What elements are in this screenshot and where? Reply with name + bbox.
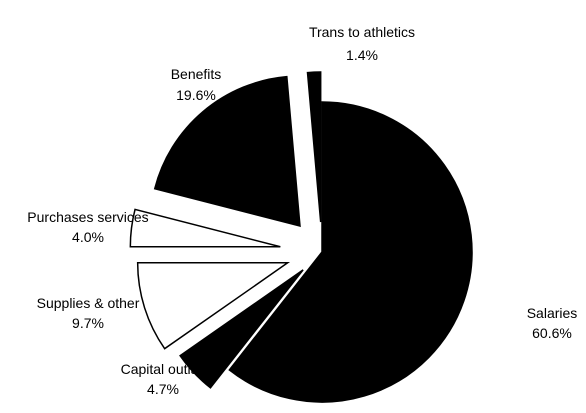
slice-category-label: Benefits [171,66,222,82]
slice-value-label: 4.0% [72,229,104,245]
pie-label-trans-to-athletics: Trans to athletics 1.4% [309,24,415,63]
slice-category-label: Purchases services [27,209,148,225]
pie-slice-benefits [153,75,301,228]
slice-value-label: 60.6% [532,325,572,341]
pie-slice-salaries [228,101,473,403]
pie-slice-trans-to-athletics [306,71,322,223]
pie-labels: Salaries 60.6% Capital outlay 4.7% Supplies … [27,24,577,397]
slice-category-label: Trans to athletics [309,24,415,40]
pie-label-salaries: Salaries 60.6% [527,305,578,341]
pie-slice-purchases-services [129,208,281,248]
slice-value-label: 19.6% [176,87,216,103]
slice-category-label: Capital outlay [121,361,206,377]
slice-category-label: Salaries [527,305,578,321]
pie-label-benefits: Benefits 19.6% [171,66,222,103]
pie-label-capital-outlay: Capital outlay 4.7% [121,361,206,397]
slice-value-label: 1.4% [346,47,378,63]
pie-slice-supplies-other [136,262,291,350]
pie-label-supplies-other: Supplies & other 9.7% [37,295,140,331]
pie-slice-capital-outlay [179,269,304,389]
pie-slices [129,71,473,403]
slice-category-label: Supplies & other [37,295,140,311]
slice-value-label: 9.7% [72,315,104,331]
pie-label-purchases-services: Purchases services 4.0% [27,209,148,245]
slice-value-label: 4.7% [147,381,179,397]
